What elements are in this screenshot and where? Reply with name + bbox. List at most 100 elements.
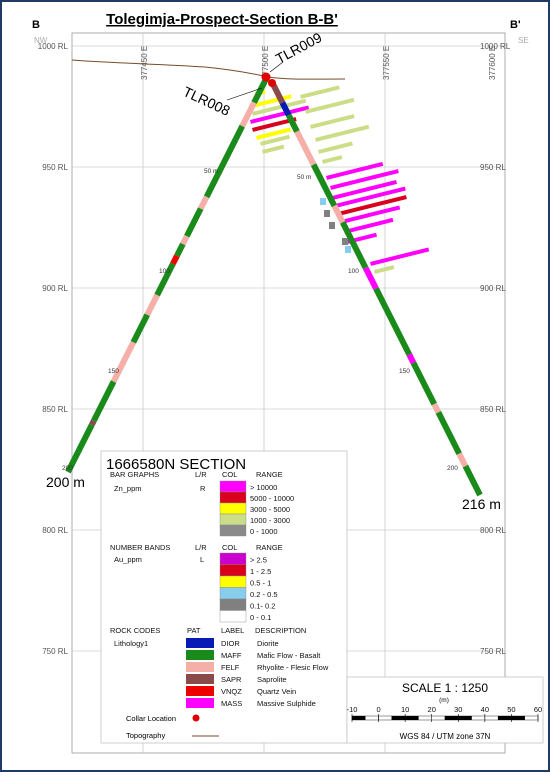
scale-bar-segment <box>365 715 379 721</box>
topography-line <box>71 59 346 80</box>
zn-range-swatch <box>219 524 247 537</box>
rock-code-description: Rhyolite - Flesic Flow <box>257 663 329 672</box>
tlr008-lith-segment <box>174 242 186 258</box>
rock-code-swatch <box>186 650 214 660</box>
tlr009-lith-segment <box>294 130 317 166</box>
rl-label: 900 RL <box>480 284 506 293</box>
rock-code-swatch <box>186 662 214 672</box>
depth-tick: 100 <box>348 268 359 275</box>
tlr008-leader <box>226 87 263 101</box>
rl-label: 850 RL <box>480 405 506 414</box>
rl-label: 750 RL <box>42 647 68 656</box>
au-range-label: 0 - 0.1 <box>250 613 271 622</box>
tlr008-lith-segment <box>130 313 150 344</box>
scale-bar-segment <box>351 715 366 721</box>
tlr008-lith-segment <box>91 380 117 423</box>
zn-bar <box>252 98 307 116</box>
tlr008-lith-segment <box>65 423 95 474</box>
bar-graphs-lr-header: L/R <box>195 470 207 479</box>
au-range-swatch <box>219 564 247 577</box>
corner-label-right: B' <box>510 19 521 31</box>
number-bands-lr-header: L/R <box>195 543 207 552</box>
rock-code-label: MASS <box>221 699 242 708</box>
depth-tick: 200 <box>62 465 73 472</box>
depth-ticks-left: 50 m 100 150 200 <box>62 168 218 472</box>
rl-label: 850 RL <box>42 405 68 414</box>
scale-bar-segment <box>391 715 406 721</box>
tlr009-lith-segment <box>285 113 300 133</box>
zn-bar <box>335 186 406 208</box>
tlr008-lith-segment <box>110 340 137 383</box>
collar-marker-tlr009 <box>268 79 276 87</box>
au-range-label: > 2.5 <box>250 556 267 565</box>
depth-tick: 50 m <box>204 168 218 175</box>
collar-marker-tlr008 <box>261 72 271 82</box>
zn-bar <box>260 134 291 146</box>
scale-tick-label: 0 <box>376 705 380 714</box>
zn-bar <box>318 141 353 154</box>
bar-graphs-range-header: RANGE <box>256 470 283 479</box>
tlr009-lith-segment <box>373 287 412 356</box>
tlr008-lith-segment <box>144 293 160 317</box>
scale-tick-label: 50 <box>507 705 515 714</box>
scale-bar-segment <box>458 715 472 721</box>
zn-bar <box>329 169 399 190</box>
depth-tick: 100 <box>159 268 170 275</box>
scale-bar-segment <box>511 715 525 721</box>
number-bands-range-header: RANGE <box>256 543 283 552</box>
scale-bar-segment <box>444 715 459 721</box>
scale-panel: SCALE 1 : 1250 (m) -10 0 10 20 30 40 50 60 WGS … <box>347 676 544 744</box>
legend-panel: 1666580N SECTION BAR GRAPHS L/R COL RANG… <box>100 450 348 744</box>
tlr008-lith-segment <box>239 101 257 128</box>
rock-code-swatch <box>186 686 214 696</box>
zn-range-label: 3000 - 5000 <box>250 505 290 514</box>
rock-codes-label-header: LABEL <box>221 626 244 635</box>
rl-label: 950 RL <box>480 163 506 172</box>
zn-range-swatch <box>219 513 247 526</box>
legend-heading: 1666580N SECTION <box>106 456 246 473</box>
au-number-bands <box>320 198 351 253</box>
rl-label: 1000 RL <box>38 42 69 51</box>
corner-label-left: B <box>32 19 40 31</box>
scale-tick-label: 30 <box>454 705 462 714</box>
easting-labels: 377450 E 377500 E 377550 E 377600 E <box>140 46 497 80</box>
au-range-label: 0.2 - 0.5 <box>250 590 278 599</box>
rl-labels-right: 1000 RL 950 RL 900 RL 850 RL 800 RL 750 … <box>480 42 511 656</box>
zn-bar <box>341 205 401 224</box>
au-range-label: 1 - 2.5 <box>250 567 271 576</box>
scale-projection: WGS 84 / UTM zone 37N <box>400 732 491 741</box>
depth-tick: 150 <box>108 368 119 375</box>
zn-bar <box>370 247 430 266</box>
depth-tick: 200 <box>447 465 458 472</box>
scale-tick-label: 10 <box>401 705 409 714</box>
scale-tick-label: 60 <box>534 705 542 714</box>
rock-code-swatch <box>186 638 214 648</box>
rl-label: 800 RL <box>480 526 506 535</box>
scale-bar-segment <box>471 715 486 721</box>
zn-range-swatch <box>219 491 247 504</box>
rock-codes-field: Lithology1 <box>114 639 148 648</box>
tlr008-lith-segment <box>251 77 269 104</box>
tlr008-lith-segment <box>197 195 210 211</box>
rock-code-description: Quartz Vein <box>257 687 296 696</box>
figure-title: Tolegimja-Prospect-Section B-B' <box>106 11 338 28</box>
zn-bar <box>326 161 384 180</box>
rl-label: 950 RL <box>42 163 68 172</box>
au-band <box>320 198 326 205</box>
au-range-swatch <box>219 552 247 565</box>
rock-code-swatch <box>186 698 214 708</box>
easting-label: 377550 E <box>382 46 391 80</box>
au-range-swatch <box>219 575 247 588</box>
rock-code-description: Diorite <box>257 639 279 648</box>
tlr008-lith-segment <box>184 207 204 238</box>
rl-labels-left: 1000 RL 950 RL 900 RL 850 RL 800 RL 750 … <box>38 42 69 656</box>
au-range-swatch <box>219 598 247 611</box>
bar-graphs-title: BAR GRAPHS <box>110 470 159 479</box>
zn-bar <box>300 85 340 99</box>
zn-range-label: 1000 - 3000 <box>250 516 290 525</box>
zn-bar <box>314 124 370 142</box>
bar-graphs-field: Zn_ppm <box>114 484 142 493</box>
zn-bar <box>249 105 310 124</box>
end-label-tlr009: 216 m <box>462 496 501 512</box>
